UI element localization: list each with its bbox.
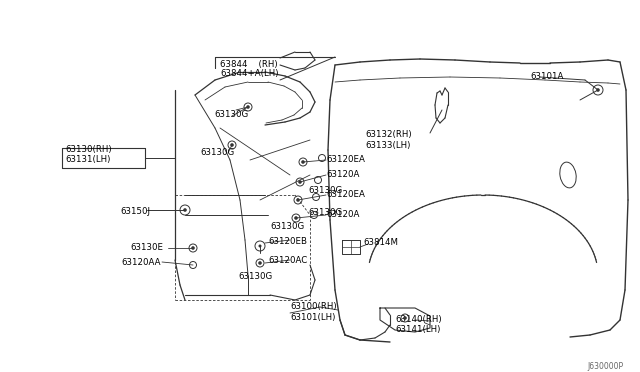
Text: 63130E: 63130E: [130, 243, 163, 252]
Circle shape: [183, 208, 187, 212]
Text: 63120EB: 63120EB: [268, 237, 307, 246]
Circle shape: [298, 180, 302, 184]
Circle shape: [294, 216, 298, 220]
Text: 63130G: 63130G: [238, 272, 272, 281]
Circle shape: [403, 316, 407, 320]
Text: 63844    (RH): 63844 (RH): [220, 60, 278, 69]
Text: 63131(LH): 63131(LH): [65, 155, 110, 164]
Text: 63120EA: 63120EA: [326, 190, 365, 199]
Text: J630000P: J630000P: [588, 362, 624, 371]
Text: 63814M: 63814M: [363, 238, 398, 247]
Circle shape: [230, 143, 234, 147]
Text: 63130G: 63130G: [270, 222, 304, 231]
Text: 63133(LH): 63133(LH): [365, 141, 410, 150]
Text: 63132(RH): 63132(RH): [365, 130, 412, 139]
Text: 63141(LH): 63141(LH): [395, 325, 440, 334]
Circle shape: [258, 261, 262, 265]
Text: 63130G: 63130G: [214, 110, 248, 119]
Circle shape: [296, 198, 300, 202]
Text: 63101A: 63101A: [530, 72, 563, 81]
Text: 63130G: 63130G: [308, 208, 342, 217]
Circle shape: [246, 105, 250, 109]
Text: 63140(RH): 63140(RH): [395, 315, 442, 324]
Text: 63120AC: 63120AC: [268, 256, 307, 265]
Text: 63844+A(LH): 63844+A(LH): [220, 69, 278, 78]
Text: 63150J: 63150J: [120, 207, 150, 216]
Text: 63100(RH): 63100(RH): [290, 302, 337, 311]
Text: 63120A: 63120A: [326, 170, 360, 179]
Text: 63120AA: 63120AA: [121, 258, 161, 267]
Circle shape: [259, 244, 262, 247]
Circle shape: [191, 246, 195, 250]
Text: 63130(RH): 63130(RH): [65, 145, 111, 154]
Text: 63130G: 63130G: [308, 186, 342, 195]
Text: 63101(LH): 63101(LH): [290, 313, 335, 322]
Circle shape: [596, 88, 600, 92]
Text: 63120EA: 63120EA: [326, 155, 365, 164]
Circle shape: [301, 160, 305, 164]
Text: 63130G: 63130G: [200, 148, 234, 157]
Text: 63120A: 63120A: [326, 210, 360, 219]
